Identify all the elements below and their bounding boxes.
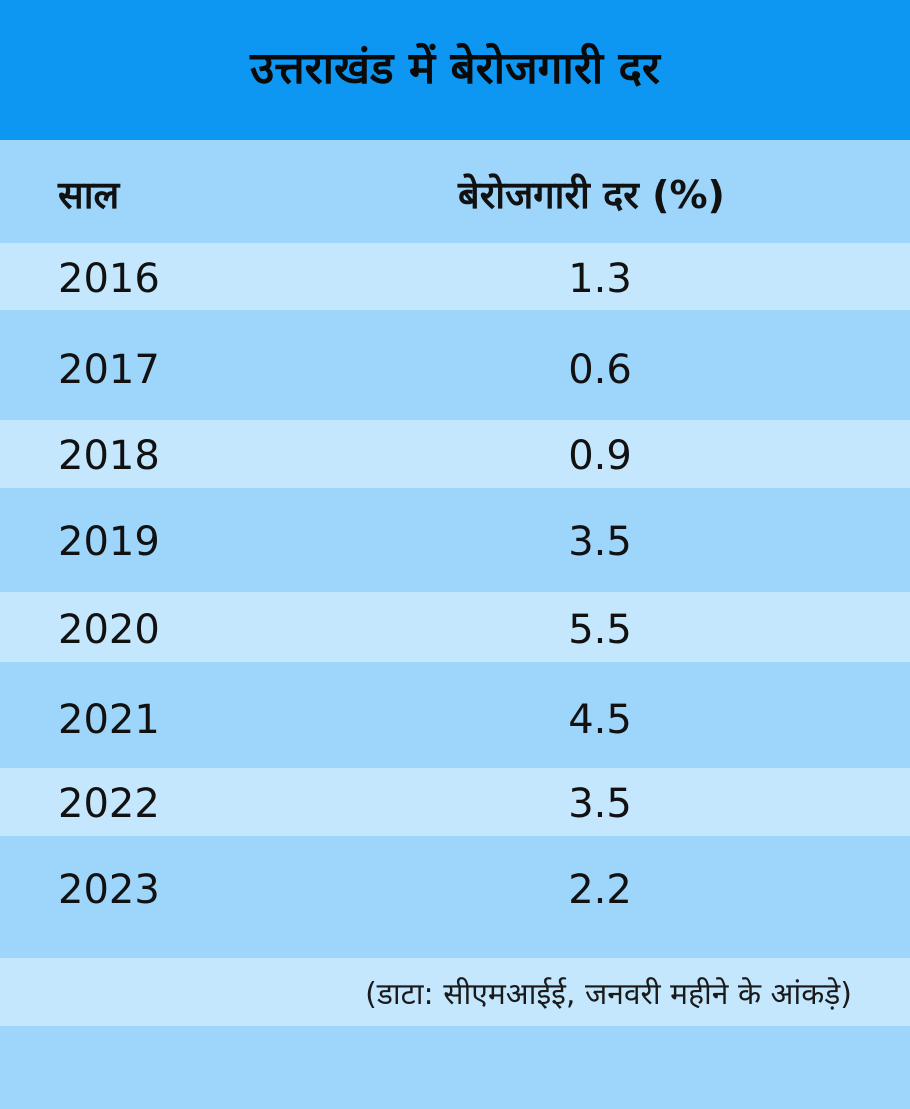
table-header-row: साल बेरोजगारी दर (%) [0, 140, 910, 243]
rate-cell: 3.5 [568, 781, 632, 827]
year-cell: 2017 [58, 347, 160, 393]
bottom-band [0, 1026, 910, 1109]
rate-cell: 0.9 [568, 433, 632, 479]
table-row: 2022 3.5 [0, 768, 910, 836]
table-row: 2021 4.5 [0, 662, 910, 768]
rate-cell: 3.5 [568, 519, 632, 565]
rate-cell: 0.6 [568, 347, 632, 393]
year-cell: 2021 [58, 697, 160, 743]
year-cell: 2016 [58, 256, 160, 302]
table-row: 2023 2.2 [0, 836, 910, 958]
year-cell: 2018 [58, 433, 160, 479]
column-header-rate: बेरोजगारी दर (%) [458, 173, 725, 217]
source-row: (डाटा: सीएमआईई, जनवरी महीने के आंकड़े) [0, 958, 910, 1026]
column-header-year: साल [58, 173, 120, 217]
table-row: 2020 5.5 [0, 592, 910, 662]
year-cell: 2020 [58, 607, 160, 653]
table-row: 2016 1.3 [0, 243, 910, 310]
rate-cell: 4.5 [568, 697, 632, 743]
table-row: 2017 0.6 [0, 310, 910, 420]
year-cell: 2022 [58, 781, 160, 827]
rate-cell: 2.2 [568, 867, 632, 913]
table-title: उत्तराखंड में बेरोजगारी दर [250, 43, 660, 94]
rate-cell: 1.3 [568, 256, 632, 302]
title-bar: उत्तराखंड में बेरोजगारी दर [0, 0, 910, 140]
source-note: (डाटा: सीएमआईई, जनवरी महीने के आंकड़े) [365, 977, 852, 1012]
rate-cell: 5.5 [568, 607, 632, 653]
year-cell: 2023 [58, 867, 160, 913]
table-row: 2018 0.9 [0, 420, 910, 488]
year-cell: 2019 [58, 519, 160, 565]
table-row: 2019 3.5 [0, 488, 910, 592]
